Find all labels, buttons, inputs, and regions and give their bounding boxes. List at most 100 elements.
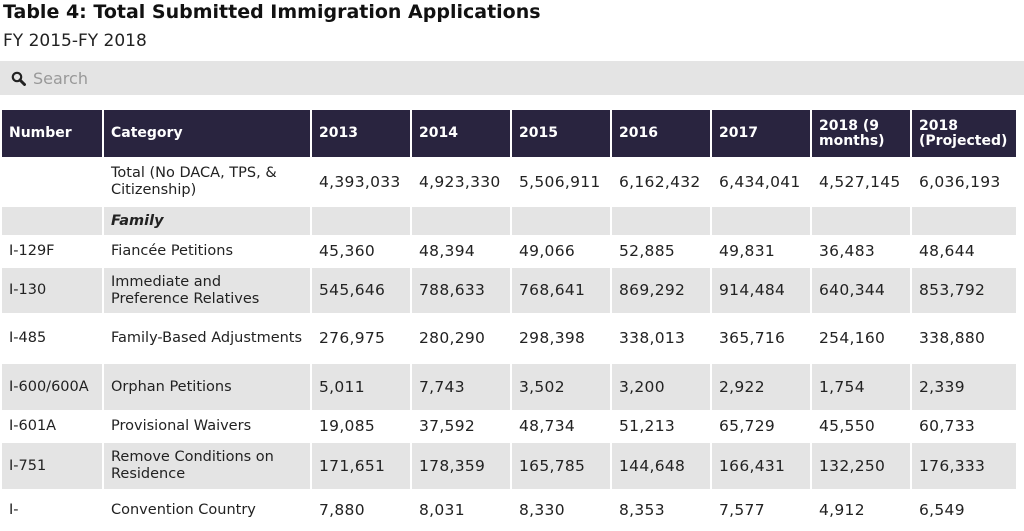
value-cell: 65,729 xyxy=(710,410,812,443)
search-bar[interactable] xyxy=(0,61,1024,95)
table-row: I-751 Remove Conditions on Residence 171,6… xyxy=(0,441,1018,491)
value-cell: 165,785 xyxy=(510,441,612,491)
value-cell: 788,633 xyxy=(410,266,512,315)
form-number-cell xyxy=(0,157,104,207)
column-header[interactable]: 2018 (Projected) xyxy=(910,108,1018,159)
value-cell xyxy=(710,205,812,237)
value-cell: 132,250 xyxy=(810,441,912,491)
value-cell: 3,200 xyxy=(610,362,712,412)
value-cell: 48,734 xyxy=(510,410,612,443)
category-cell: Immediate and Preference Relatives xyxy=(102,266,312,315)
value-cell: 4,912 xyxy=(810,489,912,531)
category-cell: Provisional Waivers xyxy=(102,410,312,443)
value-cell: 276,975 xyxy=(310,313,412,364)
value-cell: 545,646 xyxy=(310,266,412,315)
value-cell xyxy=(610,205,712,237)
value-cell: 2,922 xyxy=(710,362,812,412)
value-cell: 45,360 xyxy=(310,235,412,268)
value-cell: 1,754 xyxy=(810,362,912,412)
value-cell: 8,031 xyxy=(410,489,512,531)
column-header[interactable]: 2018 (9 months) xyxy=(810,108,912,159)
value-cell: 7,743 xyxy=(410,362,512,412)
value-cell xyxy=(810,205,912,237)
value-cell xyxy=(410,205,512,237)
column-header[interactable]: 2013 xyxy=(310,108,412,159)
value-cell: 5,011 xyxy=(310,362,412,412)
value-cell: 4,393,033 xyxy=(310,157,412,207)
form-number-cell: I-601A xyxy=(0,410,104,443)
applications-table: Number Category 2013 2014 2015 2016 2017 2018 (… xyxy=(0,108,1018,531)
page-subtitle: FY 2015-FY 2018 xyxy=(3,31,147,51)
value-cell: 144,648 xyxy=(610,441,712,491)
table-row: Total (No DACA, TPS, & Citizenship) 4,393… xyxy=(0,157,1018,207)
category-cell: Family-Based Adjustments xyxy=(102,313,312,364)
value-cell: 176,333 xyxy=(910,441,1018,491)
value-cell: 8,330 xyxy=(510,489,612,531)
value-cell: 853,792 xyxy=(910,266,1018,315)
value-cell: 19,085 xyxy=(310,410,412,443)
value-cell: 365,716 xyxy=(710,313,812,364)
column-header[interactable]: 2015 xyxy=(510,108,612,159)
table-row: I-129F Fiancée Petitions 45,360 48,394 49,06… xyxy=(0,235,1018,268)
category-cell: Family xyxy=(102,205,312,237)
table-row: I-130 Immediate and Preference Relatives 5… xyxy=(0,266,1018,315)
form-number-cell: I-600/600A xyxy=(0,362,104,412)
value-cell: 4,527,145 xyxy=(810,157,912,207)
value-cell: 178,359 xyxy=(410,441,512,491)
table-row: I-601A Provisional Waivers 19,085 37,592 48,… xyxy=(0,410,1018,443)
table-row: I-600/600A Orphan Petitions 5,011 7,743 3,50… xyxy=(0,362,1018,412)
value-cell: 6,036,193 xyxy=(910,157,1018,207)
value-cell: 280,290 xyxy=(410,313,512,364)
form-number-cell: I- xyxy=(0,489,104,531)
value-cell: 8,353 xyxy=(610,489,712,531)
value-cell: 2,339 xyxy=(910,362,1018,412)
form-number-cell: I-129F xyxy=(0,235,104,268)
value-cell: 3,502 xyxy=(510,362,612,412)
value-cell: 36,483 xyxy=(810,235,912,268)
value-cell: 45,550 xyxy=(810,410,912,443)
value-cell: 640,344 xyxy=(810,266,912,315)
table-row: Family xyxy=(0,205,1018,237)
value-cell: 60,733 xyxy=(910,410,1018,443)
search-input[interactable] xyxy=(33,68,933,88)
column-header[interactable]: 2017 xyxy=(710,108,812,159)
value-cell: 37,592 xyxy=(410,410,512,443)
category-cell: Orphan Petitions xyxy=(102,362,312,412)
value-cell: 338,880 xyxy=(910,313,1018,364)
value-cell: 869,292 xyxy=(610,266,712,315)
table-row: I-485 Family-Based Adjustments 276,975 280,… xyxy=(0,313,1018,364)
value-cell: 338,013 xyxy=(610,313,712,364)
value-cell: 48,644 xyxy=(910,235,1018,268)
value-cell: 52,885 xyxy=(610,235,712,268)
value-cell: 49,831 xyxy=(710,235,812,268)
table-header-row: Number Category 2013 2014 2015 2016 2017 2018 (… xyxy=(0,108,1018,159)
column-header[interactable]: Number xyxy=(0,108,104,159)
category-cell: Total (No DACA, TPS, & Citizenship) xyxy=(102,157,312,207)
form-number-cell: I-130 xyxy=(0,266,104,315)
form-number-cell: I-485 xyxy=(0,313,104,364)
form-number-cell: I-751 xyxy=(0,441,104,491)
value-cell: 298,398 xyxy=(510,313,612,364)
value-cell: 5,506,911 xyxy=(510,157,612,207)
category-cell: Convention Country xyxy=(102,489,312,531)
value-cell xyxy=(310,205,412,237)
value-cell: 768,641 xyxy=(510,266,612,315)
value-cell: 4,923,330 xyxy=(410,157,512,207)
page-title: Table 4: Total Submitted Immigration App… xyxy=(3,1,541,23)
value-cell: 7,880 xyxy=(310,489,412,531)
value-cell: 171,651 xyxy=(310,441,412,491)
column-header[interactable]: 2016 xyxy=(610,108,712,159)
value-cell xyxy=(910,205,1018,237)
value-cell: 6,549 xyxy=(910,489,1018,531)
value-cell: 914,484 xyxy=(710,266,812,315)
value-cell: 48,394 xyxy=(410,235,512,268)
category-cell: Fiancée Petitions xyxy=(102,235,312,268)
value-cell xyxy=(510,205,612,237)
column-header[interactable]: Category xyxy=(102,108,312,159)
form-number-cell xyxy=(0,205,104,237)
value-cell: 166,431 xyxy=(710,441,812,491)
value-cell: 49,066 xyxy=(510,235,612,268)
category-cell: Remove Conditions on Residence xyxy=(102,441,312,491)
column-header[interactable]: 2014 xyxy=(410,108,512,159)
search-icon xyxy=(11,71,26,86)
